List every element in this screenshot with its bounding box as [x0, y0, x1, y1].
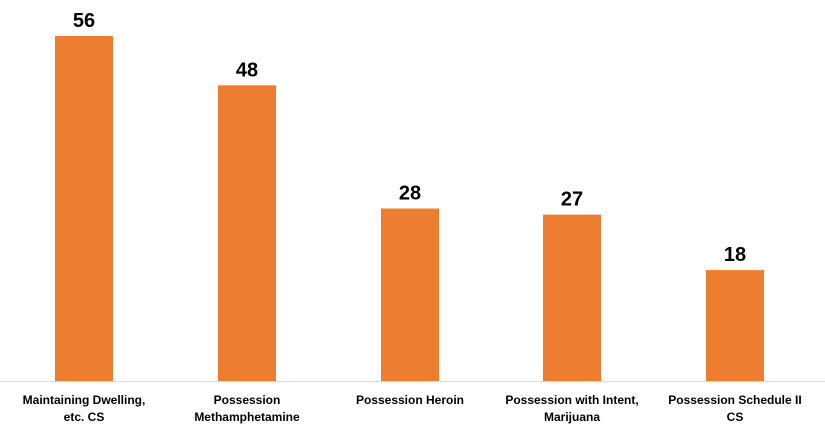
- category-label: Maintaining Dwelling, etc. CS: [23, 393, 146, 424]
- value-labels-group: 56 48 28 27 18: [73, 10, 746, 266]
- category-labels-group: Maintaining Dwelling, etc. CS Possession Me…: [23, 393, 802, 424]
- category-label-line: etc. CS: [64, 410, 105, 424]
- bar-value-label: 56: [73, 10, 95, 32]
- category-label-line: Possession Heroin: [356, 393, 464, 407]
- category-label-line: Possession Schedule II: [668, 393, 801, 407]
- category-label-line: Marijuana: [544, 410, 600, 424]
- category-label-line: Possession with Intent,: [505, 393, 638, 407]
- bar-value-label: 27: [561, 189, 583, 211]
- bar: [381, 208, 439, 381]
- bar: [706, 270, 764, 381]
- bar: [218, 85, 276, 382]
- category-label-line: CS: [727, 410, 744, 424]
- bar: [55, 36, 113, 381]
- category-label: Possession with Intent, Marijuana: [505, 393, 638, 424]
- bar-value-label: 28: [399, 183, 421, 205]
- category-label: Possession Methamphetamine: [194, 393, 300, 424]
- category-label: Possession Heroin: [356, 393, 464, 407]
- bar-value-label: 48: [236, 59, 258, 81]
- category-label-line: Possession: [214, 393, 281, 407]
- category-label: Possession Schedule II CS: [668, 393, 801, 424]
- bars-group: [55, 36, 764, 382]
- bar-value-label: 18: [724, 244, 746, 266]
- category-label-line: Methamphetamine: [194, 410, 300, 424]
- category-label-line: Maintaining Dwelling,: [23, 393, 146, 407]
- bar: [543, 214, 601, 381]
